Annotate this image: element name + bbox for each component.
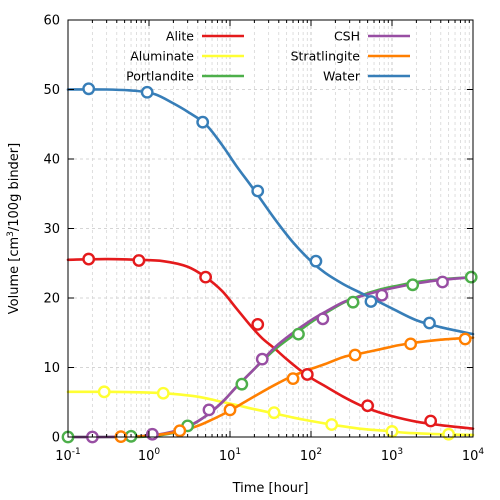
series-marker-stratlingite [348, 348, 362, 362]
x-axis-label: Time [hour] [232, 481, 309, 496]
x-tick-label-base: 10 [300, 449, 317, 464]
grid [68, 20, 473, 437]
series-marker-water [196, 115, 210, 129]
series-marker-stratlingite [173, 424, 187, 438]
series-marker-water [364, 295, 378, 308]
series-marker-alite [300, 368, 314, 381]
x-tick-label: 102 [300, 447, 322, 464]
series-marker-csh [202, 403, 216, 417]
y-axis-label: Volume [cm3/100g binder] [6, 143, 22, 314]
series-marker-stratlingite [458, 332, 472, 346]
x-tick-label-base: 10 [381, 449, 398, 464]
x-tick-label: 101 [219, 447, 241, 464]
legend-label-water: Water [323, 69, 361, 84]
series-marker-aluminate [267, 406, 281, 420]
series-layer [66, 88, 475, 439]
series-marker-stratlingite [404, 337, 418, 351]
series-marker-csh [436, 275, 449, 289]
series-marker-aluminate [97, 385, 111, 399]
x-tick-label-exponent: 4 [478, 447, 484, 457]
x-tick-label: 10-1 [55, 447, 81, 464]
y-axis-label-superscript: 3 [6, 231, 16, 237]
series-marker-portlandite [406, 278, 420, 292]
legend-label-alite: Alite [166, 29, 194, 44]
x-tick-label-base: 10 [462, 449, 479, 464]
series-marker-alite [251, 318, 265, 331]
x-tick-label-base: 10 [138, 449, 155, 464]
series-line-aluminate [66, 390, 475, 437]
series-marker-stratlingite [223, 403, 237, 417]
series-marker-csh [375, 288, 389, 302]
series-marker-stratlingite [286, 372, 300, 386]
series-marker-water [309, 254, 323, 268]
legend-label-stratlingite: Stratlingite [291, 49, 361, 64]
legend: Alite Aluminate Portlandite CSH Stratlingite… [126, 29, 410, 84]
legend-label-csh: CSH [334, 29, 360, 44]
series-marker-water [140, 85, 154, 99]
series-marker-portlandite [235, 377, 249, 391]
legend-label-portlandite: Portlandite [126, 69, 194, 84]
x-tick-label: 104 [462, 447, 485, 464]
series-marker-water [251, 184, 265, 198]
x-tick-label-exponent: 1 [235, 447, 241, 457]
series-marker-aluminate [325, 418, 339, 431]
y-tick-label: 60 [43, 14, 60, 29]
x-tick-label: 100 [138, 447, 161, 464]
series-marker-portlandite [346, 295, 360, 309]
series-line-water [66, 88, 475, 336]
x-tick-label-exponent: 3 [397, 447, 403, 457]
x-tick-label-exponent: 0 [154, 447, 160, 457]
series-marker-portlandite [292, 327, 305, 341]
legend-label-aluminate: Aluminate [130, 49, 194, 64]
x-tick-label: 103 [381, 447, 403, 464]
y-tick-label: 20 [43, 292, 60, 307]
markers-layer [61, 82, 478, 444]
series-line-alite [66, 257, 475, 430]
series-marker-alite [132, 254, 146, 267]
series-marker-water [423, 316, 436, 330]
series-marker-water [82, 82, 96, 96]
y-tick-label: 30 [43, 222, 60, 237]
x-tick-label-exponent: -1 [72, 447, 81, 457]
x-tick-label-base: 10 [55, 449, 72, 464]
series-marker-csh [316, 312, 330, 326]
x-tick-label-base: 10 [219, 449, 236, 464]
series-marker-portlandite [464, 270, 478, 284]
y-tick-label: 50 [43, 83, 60, 98]
y-tick-label: 0 [52, 431, 60, 446]
y-axis-label-prefix: Volume [cm [7, 237, 22, 314]
series-marker-alite [82, 252, 96, 266]
series-marker-alite [361, 399, 375, 413]
series-marker-alite [199, 270, 213, 284]
y-axis-label-suffix: /100g binder] [7, 143, 22, 231]
series-marker-aluminate [156, 386, 170, 400]
series-marker-alite [424, 414, 438, 428]
x-tick-label-exponent: 2 [316, 447, 322, 457]
series-marker-csh [255, 352, 269, 366]
y-tick-label: 40 [43, 153, 60, 168]
y-tick-label: 10 [43, 361, 60, 376]
